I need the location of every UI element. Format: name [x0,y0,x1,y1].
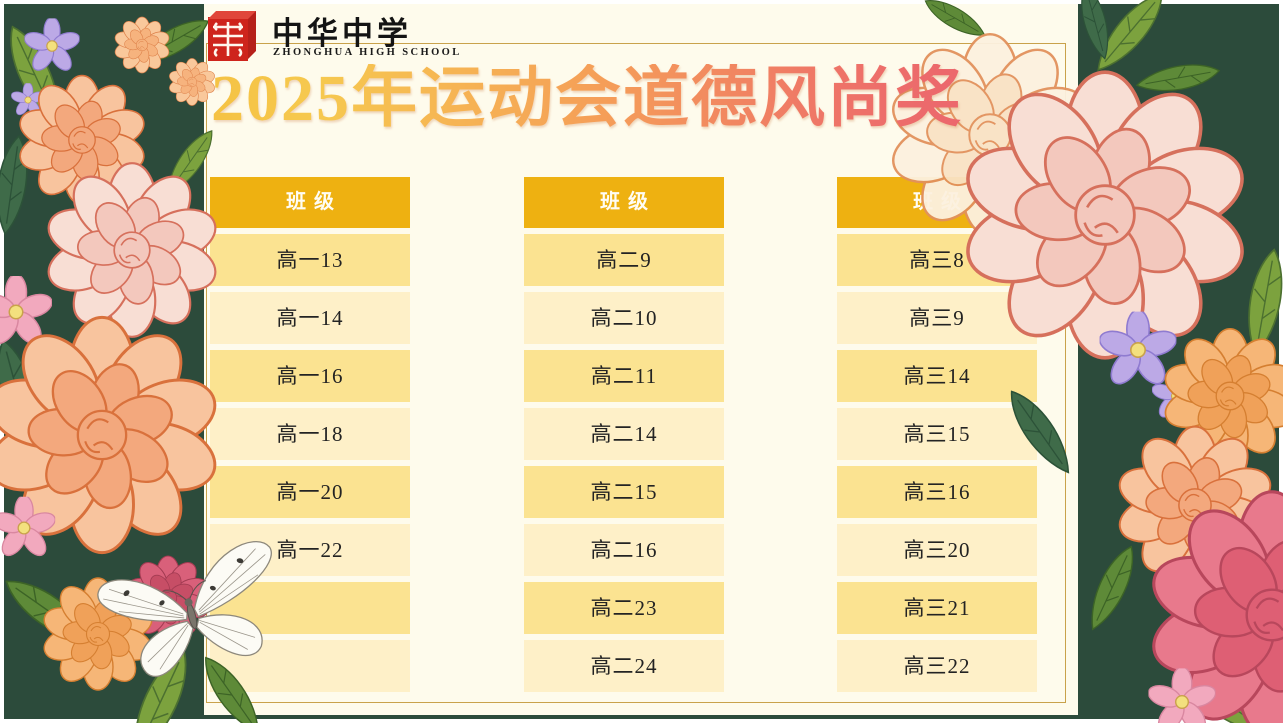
school-seal-logo [208,11,256,61]
class-cell-empty [210,640,410,692]
class-cell: 高三20 [837,524,1037,576]
class-cell: 高一18 [210,408,410,460]
class-cell: 高三21 [837,582,1037,634]
class-cell: 高二10 [524,292,724,344]
column-header: 班级 [210,177,410,228]
class-cell: 高一16 [210,350,410,402]
class-cell: 高二15 [524,466,724,518]
class-cell-empty [210,582,410,634]
school-name-cn: 中华中学 [272,16,412,51]
class-cell: 高三15 [837,408,1037,460]
class-cell: 高三9 [837,292,1037,344]
class-cell: 高三16 [837,466,1037,518]
column-header: 班级 [524,177,724,228]
class-cell: 高二24 [524,640,724,692]
class-cell: 高一22 [210,524,410,576]
class-cell: 高一13 [210,234,410,286]
column-header: 班级 [837,177,1037,228]
class-cell: 高一14 [210,292,410,344]
class-cell: 高二11 [524,350,724,402]
class-cell: 高三22 [837,640,1037,692]
award-table-grade3: 班级 高三8 高三9 高三14 高三15 高三16 高三20 高三21 高三22 [837,177,1037,692]
class-cell: 高二9 [524,234,724,286]
award-table-grade1: 班级 高一13 高一14 高一16 高一18 高一20 高一22 [210,177,410,692]
award-table-grade2: 班级 高二9 高二10 高二11 高二14 高二15 高二16 高二23 高二2… [524,177,724,692]
school-name-en: ZHONGHUA HIGH SCHOOL [273,47,462,58]
slide-title: 2025年运动会道德风尚奖 [211,64,1083,134]
class-cell: 高三8 [837,234,1037,286]
class-cell: 高三14 [837,350,1037,402]
class-cell: 高二16 [524,524,724,576]
class-cell: 高一20 [210,466,410,518]
class-cell: 高二23 [524,582,724,634]
class-cell: 高二14 [524,408,724,460]
